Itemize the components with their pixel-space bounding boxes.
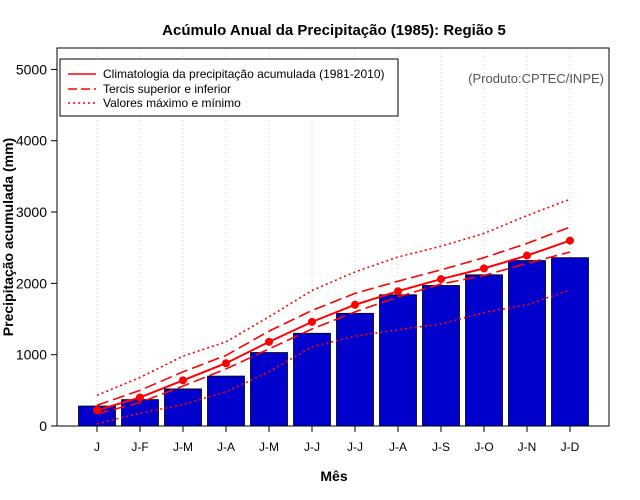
bar-11 xyxy=(508,260,546,427)
legend-label-climatology: Climatologia da precipitação acumulada (… xyxy=(103,67,385,81)
y-axis-ticks: 0 1000 2000 3000 4000 5000 xyxy=(16,61,57,434)
bar-4 xyxy=(207,375,245,427)
x-tick-label: J-M xyxy=(259,440,279,454)
series-line-4 xyxy=(96,198,571,397)
climatology-point xyxy=(308,317,316,326)
x-tick-label: J xyxy=(94,440,100,454)
series-line-1 xyxy=(96,239,571,412)
x-tick-label: J-S xyxy=(432,440,450,454)
series-line-2 xyxy=(96,226,571,407)
climatology-point xyxy=(523,251,531,260)
x-tick-label: J-O xyxy=(474,440,493,454)
bar-6 xyxy=(293,332,331,427)
legend-box xyxy=(59,58,399,117)
credit-text: (Produto:CPTEC/INPE) xyxy=(468,71,604,86)
x-tick-label: J-J xyxy=(347,440,363,454)
x-tick-label: J-F xyxy=(131,440,148,454)
x-tick-label: J-N xyxy=(518,440,537,454)
x-tick-label: J-J xyxy=(304,440,320,454)
plot-frame xyxy=(56,47,610,427)
series-line-5 xyxy=(96,289,571,425)
x-tick-label: J-A xyxy=(217,440,235,454)
x-tick-label: J-A xyxy=(389,440,407,454)
legend-label-extremes: Valores máximo e mínimo xyxy=(103,96,241,110)
series-line-3 xyxy=(96,251,571,415)
y-axis-title: Precipitação acumulada (mm) xyxy=(0,138,16,336)
climatology-point xyxy=(351,300,359,309)
climatology-point xyxy=(480,264,488,273)
y-tick-label: 4000 xyxy=(16,133,47,149)
climatology-point xyxy=(179,376,187,385)
x-tick-label: J-M xyxy=(173,440,193,454)
y-tick-label: 3000 xyxy=(16,204,47,220)
line-layer xyxy=(93,198,574,425)
y-tick-label: 5000 xyxy=(16,61,47,77)
y-tick-label: 1000 xyxy=(16,347,47,363)
x-tick-label: J-D xyxy=(561,440,580,454)
legend-label-terciles: Tercis superior e inferior xyxy=(103,82,231,96)
climatology-point xyxy=(136,393,144,402)
bar-10 xyxy=(465,274,503,427)
x-axis-ticks: J J-F J-M J-A J-M J-J J-J J-A J-S J-O J-N J-D xyxy=(94,426,580,454)
bar-2 xyxy=(121,399,159,427)
bar-layer xyxy=(78,257,589,427)
bar-5 xyxy=(250,352,288,427)
climatology-point xyxy=(394,287,402,296)
bar-12 xyxy=(551,257,589,427)
legend: Climatologia da precipitação acumulada (… xyxy=(59,58,399,117)
climatology-point xyxy=(437,275,445,284)
bar-7 xyxy=(336,312,374,427)
x-axis-title: Mês xyxy=(320,468,347,484)
climatology-point xyxy=(566,236,574,245)
chart-title: Acúmulo Anual da Precipitação (1985): Re… xyxy=(162,22,506,39)
climatology-point xyxy=(222,359,230,368)
y-tick-label: 0 xyxy=(39,418,47,434)
bar-3 xyxy=(164,388,202,427)
climatology-point xyxy=(265,337,273,346)
y-tick-label: 2000 xyxy=(16,275,47,291)
bar-8 xyxy=(379,294,417,427)
bar-9 xyxy=(422,285,460,427)
climatology-point xyxy=(93,406,101,415)
